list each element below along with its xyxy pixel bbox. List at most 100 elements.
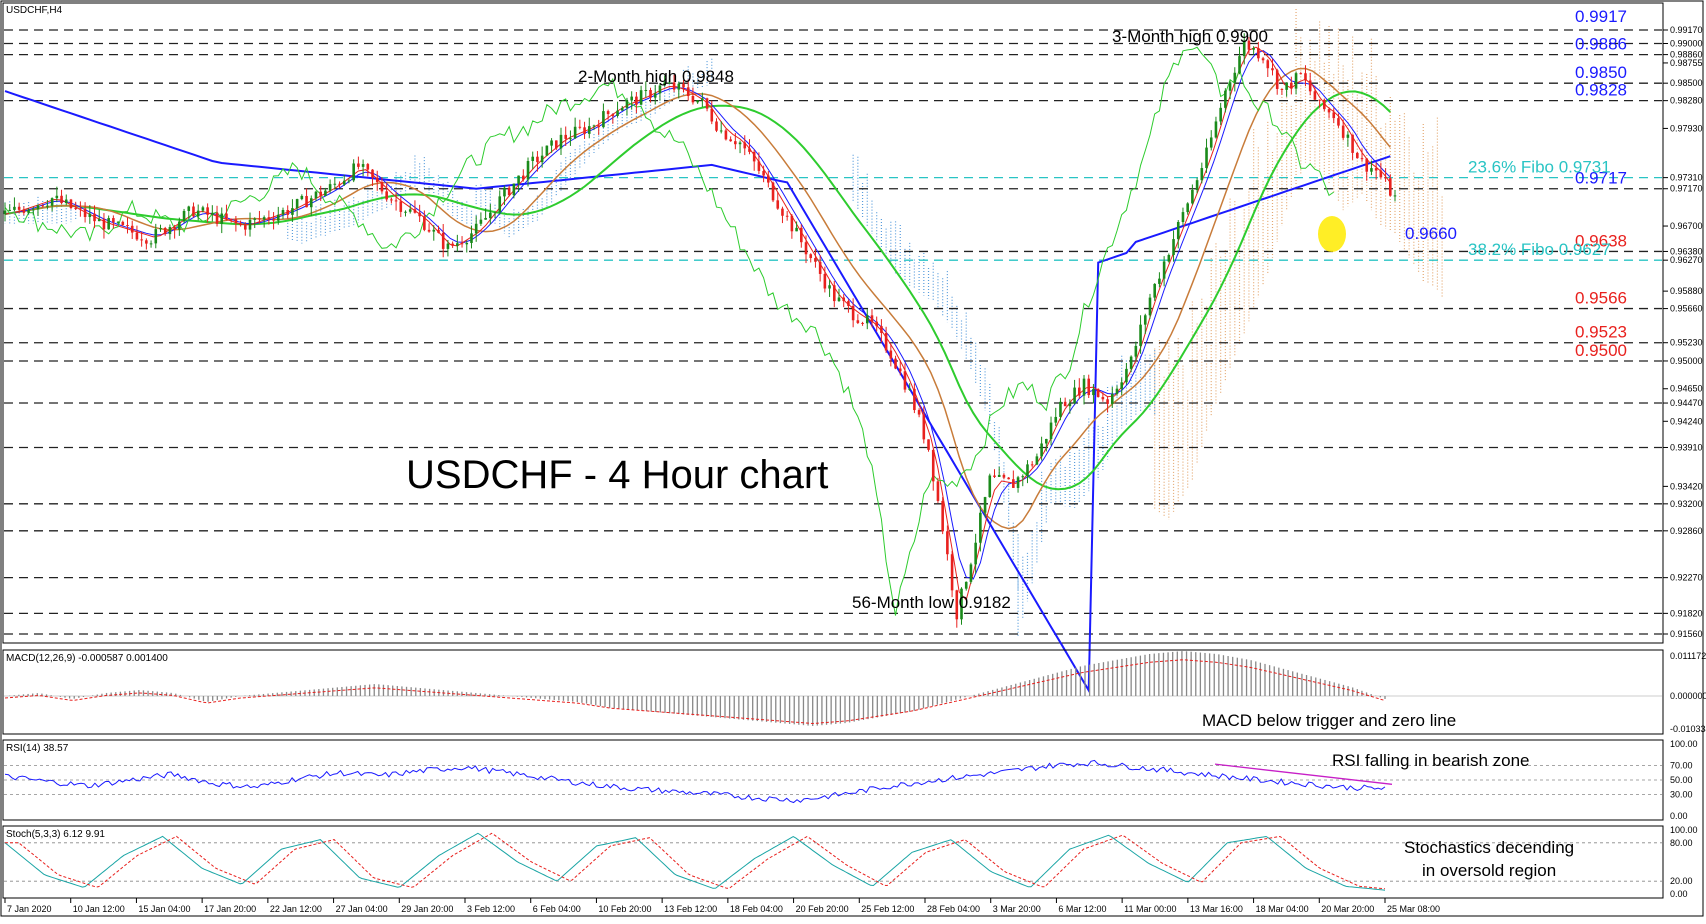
stoch-annotation-line2: in oversold region [1422, 861, 1556, 880]
macd-tick-label: -0.010334 [1670, 724, 1706, 734]
candle-body [1356, 152, 1359, 159]
candle-body [295, 199, 299, 209]
candle-body [102, 219, 106, 230]
price-tick-label: 0.95660 [1670, 304, 1703, 314]
candle-body [1384, 177, 1387, 179]
candle-body [1252, 48, 1255, 50]
candle-body [1030, 464, 1034, 466]
price-tick-label: 0.91820 [1670, 608, 1703, 618]
candle-body [1290, 82, 1293, 89]
rsi-header: RSI(14) 38.57 [6, 743, 69, 754]
candle-body [8, 209, 12, 211]
candle-body [1374, 168, 1378, 171]
stoch-tick-label: 20.00 [1670, 876, 1693, 886]
rsi-tick-label: 100.00 [1670, 739, 1698, 749]
candle-body [503, 187, 506, 197]
candle-body [1219, 107, 1222, 122]
candle-body [861, 322, 864, 324]
price-tick-label: 0.92860 [1670, 526, 1703, 536]
candle-body [17, 206, 21, 210]
candle-body [220, 213, 224, 224]
candle-body [201, 207, 205, 211]
candle-body [215, 212, 219, 224]
candle-body [1139, 324, 1142, 346]
candle-body [451, 243, 454, 246]
candle-body [74, 208, 77, 210]
candle-body [955, 590, 959, 620]
candle-body [168, 227, 172, 235]
rsi-border [2, 739, 1664, 821]
candle-body [493, 212, 497, 214]
candle-body [639, 90, 643, 105]
candle-body [620, 107, 624, 111]
candle-body [64, 199, 68, 204]
candle-body [1285, 82, 1288, 90]
candle-body [1308, 80, 1312, 92]
candle-body [479, 219, 483, 224]
candle-body [1181, 212, 1185, 222]
candle-body [135, 232, 139, 240]
candle-body [116, 221, 120, 223]
candle-body [465, 242, 469, 245]
candle-body [489, 212, 492, 218]
candle-body [809, 254, 813, 259]
price-tick-label: 0.98280 [1670, 96, 1703, 106]
macd-histogram [4, 651, 1662, 726]
candle-body [375, 177, 379, 183]
candle-body [1323, 99, 1326, 110]
candle-body [573, 126, 577, 139]
candle-body [1360, 158, 1364, 160]
candle-body [1337, 118, 1340, 126]
candle-body [211, 212, 214, 215]
candle-body [126, 225, 129, 227]
time-tick-label: 6 Mar 12:00 [1058, 904, 1106, 914]
time-tick-label: 10 Feb 20:00 [598, 904, 651, 914]
candle-body [234, 219, 238, 224]
candle-body [46, 205, 49, 207]
candle-body [206, 207, 209, 215]
time-tick-label: 3 Mar 20:00 [993, 904, 1041, 914]
candle-body [1224, 90, 1227, 108]
candle-body [309, 198, 313, 208]
candle-body [55, 195, 59, 199]
candle-body [696, 100, 699, 103]
candle-body [1346, 134, 1350, 138]
candle-body [734, 141, 737, 145]
stoch-lines [4, 832, 1662, 891]
candle-body [281, 210, 285, 215]
price-tick-label: 0.92270 [1670, 573, 1703, 583]
candle-body [913, 388, 916, 411]
candle-body [606, 111, 610, 115]
candle-body [602, 111, 605, 128]
candle-body [800, 227, 803, 243]
candle-body [578, 126, 582, 128]
price-tick-label: 0.93910 [1670, 442, 1703, 452]
candle-body [112, 218, 115, 223]
candle-body [597, 125, 600, 128]
candle-body [1054, 416, 1058, 423]
candle-body [244, 225, 247, 230]
candle-body [394, 200, 398, 202]
rsi-tick-label: 70.00 [1670, 761, 1693, 771]
candle-body [305, 195, 308, 208]
candle-body [960, 588, 963, 620]
candle-body [941, 500, 944, 532]
candle-body [1275, 70, 1279, 89]
candle-body [1233, 72, 1237, 83]
candle-body [672, 82, 676, 90]
candle-body [1294, 73, 1298, 89]
time-tick-label: 25 Feb 12:00 [861, 904, 914, 914]
candle-body [1186, 203, 1189, 213]
candle-body [399, 201, 403, 212]
candle-body [1012, 479, 1015, 488]
rsi-trendline [1214, 763, 1393, 785]
candle-body [1063, 401, 1067, 407]
candle-body [828, 285, 831, 289]
candle-body [889, 350, 893, 359]
candle-body [1257, 48, 1260, 59]
rsi-line-path [4, 759, 1386, 804]
candle-body [983, 497, 987, 513]
time-tick-label: 10 Jan 12:00 [73, 904, 125, 914]
price-tick-label: 0.95230 [1670, 338, 1703, 348]
